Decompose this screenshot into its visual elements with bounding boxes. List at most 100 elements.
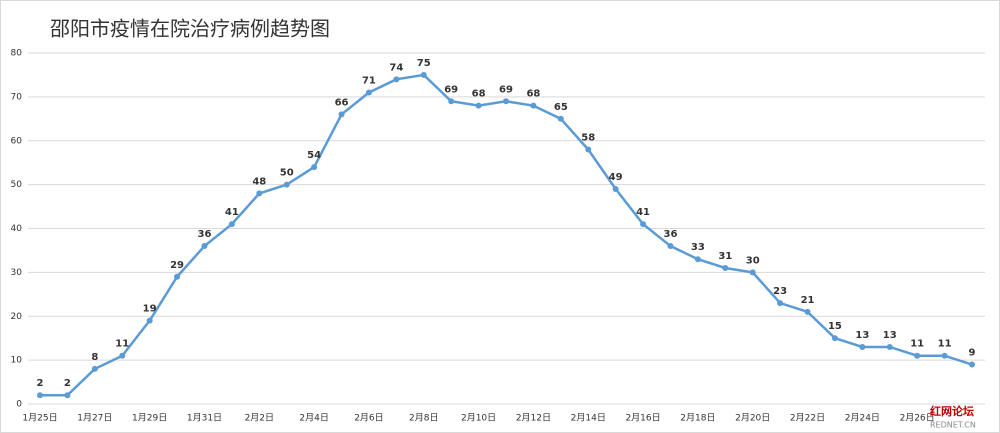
point bbox=[749, 269, 756, 276]
point bbox=[365, 89, 372, 96]
data-label: 19 bbox=[143, 304, 157, 315]
data-label: 68 bbox=[472, 89, 486, 100]
data-label: 23 bbox=[773, 286, 787, 297]
point bbox=[941, 352, 948, 359]
point bbox=[283, 181, 290, 188]
data-label: 33 bbox=[691, 242, 705, 253]
y-tick-label: 40 bbox=[11, 224, 23, 234]
data-label: 74 bbox=[389, 62, 403, 73]
data-label: 36 bbox=[664, 229, 678, 240]
data-label: 31 bbox=[718, 251, 732, 262]
y-tick-label: 10 bbox=[11, 356, 23, 366]
point bbox=[557, 115, 564, 122]
x-tick-label: 1月31日 bbox=[187, 413, 222, 424]
data-label: 41 bbox=[636, 207, 650, 218]
point bbox=[886, 343, 893, 350]
point bbox=[228, 221, 235, 228]
x-tick-label: 2月20日 bbox=[735, 413, 770, 424]
point bbox=[640, 221, 647, 228]
point bbox=[174, 273, 181, 280]
data-label: 71 bbox=[362, 75, 376, 86]
y-tick-label: 20 bbox=[11, 312, 23, 322]
data-label: 75 bbox=[417, 58, 431, 69]
data-label: 13 bbox=[855, 330, 869, 341]
point bbox=[585, 146, 592, 153]
point bbox=[722, 264, 729, 271]
data-label: 30 bbox=[746, 255, 760, 266]
data-label: 9 bbox=[969, 348, 976, 359]
data-label: 15 bbox=[828, 321, 842, 332]
x-tick-label: 2月6日 bbox=[354, 413, 383, 424]
point bbox=[448, 98, 455, 105]
x-tick-label: 2月2日 bbox=[245, 413, 274, 424]
data-label: 11 bbox=[938, 339, 952, 350]
data-label: 2 bbox=[64, 378, 71, 389]
chart-title: 邵阳市疫情在院治疗病例趋势图 bbox=[50, 17, 330, 41]
y-tick-label: 50 bbox=[11, 180, 23, 190]
x-tick-label: 1月29日 bbox=[132, 413, 167, 424]
data-label: 49 bbox=[609, 172, 623, 183]
point bbox=[777, 300, 784, 307]
x-tick-label: 2月14日 bbox=[571, 413, 606, 424]
point bbox=[667, 243, 674, 250]
point bbox=[804, 308, 811, 315]
data-label: 41 bbox=[225, 207, 239, 218]
data-label: 48 bbox=[252, 176, 266, 187]
point bbox=[146, 317, 153, 324]
point bbox=[119, 352, 126, 359]
point bbox=[475, 102, 482, 109]
y-tick-label: 80 bbox=[11, 49, 23, 59]
data-label: 66 bbox=[335, 97, 349, 108]
point bbox=[311, 164, 318, 171]
x-tick-label: 2月12日 bbox=[516, 413, 551, 424]
data-label: 69 bbox=[499, 84, 513, 95]
x-tick-label: 2月24日 bbox=[845, 413, 880, 424]
data-label: 50 bbox=[280, 168, 294, 179]
data-label: 8 bbox=[91, 352, 98, 363]
point bbox=[503, 98, 509, 105]
x-tick-label: 2月8日 bbox=[409, 413, 438, 424]
point bbox=[37, 392, 43, 399]
y-tick-label: 70 bbox=[11, 92, 23, 102]
point bbox=[256, 190, 263, 197]
data-label: 21 bbox=[801, 295, 815, 306]
x-tick-label: 2月22日 bbox=[790, 413, 825, 424]
watermark-site: REDNET.CN bbox=[930, 421, 976, 430]
x-tick-label: 1月27日 bbox=[77, 413, 112, 424]
y-tick-label: 0 bbox=[16, 400, 22, 410]
point bbox=[914, 352, 921, 359]
watermark: 红网论坛 bbox=[930, 404, 974, 418]
data-label: 69 bbox=[444, 84, 458, 95]
point bbox=[201, 243, 208, 250]
x-tick-label: 2月26日 bbox=[900, 413, 935, 424]
data-label: 36 bbox=[198, 229, 212, 240]
x-tick-label: 2月16日 bbox=[625, 413, 660, 424]
x-tick-label: 2月4日 bbox=[299, 413, 328, 424]
data-label: 54 bbox=[307, 150, 321, 161]
point bbox=[694, 256, 701, 263]
data-label: 29 bbox=[170, 260, 184, 271]
data-label: 13 bbox=[883, 330, 897, 341]
point bbox=[859, 343, 866, 350]
point bbox=[420, 71, 427, 78]
data-label: 2 bbox=[37, 378, 44, 389]
x-tick-label: 2月10日 bbox=[461, 413, 496, 424]
point bbox=[831, 335, 838, 342]
data-label: 58 bbox=[581, 133, 595, 144]
data-label: 11 bbox=[115, 339, 129, 350]
point bbox=[612, 186, 619, 193]
point bbox=[64, 392, 71, 399]
point bbox=[91, 365, 98, 372]
data-label: 65 bbox=[554, 102, 568, 113]
data-label: 11 bbox=[910, 339, 924, 350]
y-tick-label: 30 bbox=[11, 268, 23, 278]
point bbox=[969, 361, 975, 368]
point bbox=[393, 76, 400, 83]
x-tick-label: 1月25日 bbox=[22, 413, 57, 424]
y-tick-label: 60 bbox=[11, 136, 23, 146]
x-tick-label: 2月18日 bbox=[680, 413, 715, 424]
point bbox=[530, 102, 537, 109]
data-label: 68 bbox=[526, 89, 540, 100]
